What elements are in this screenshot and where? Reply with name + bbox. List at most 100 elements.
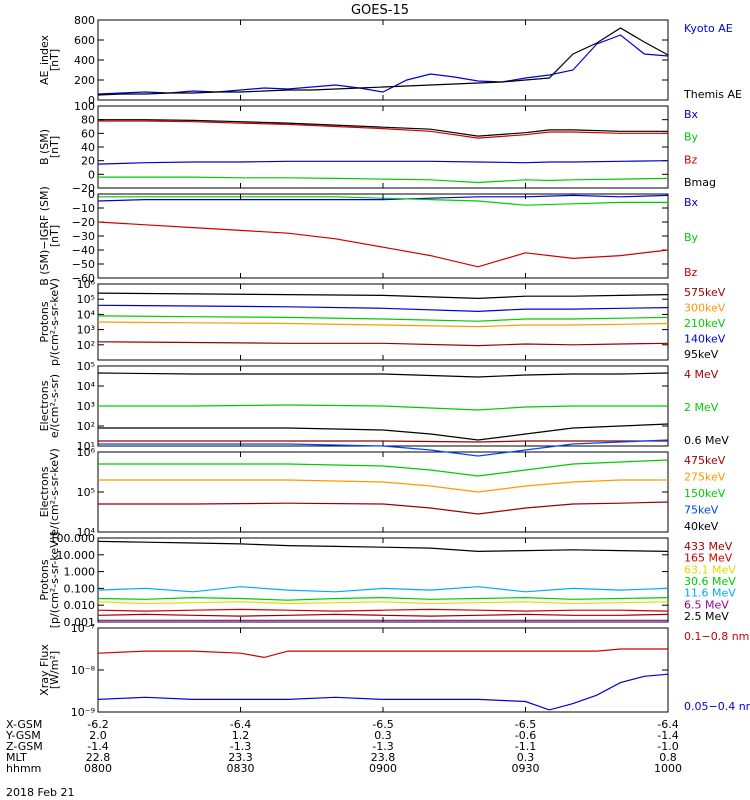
series-line [98,501,669,515]
y-axis-label: Protons [38,301,51,342]
y-tick-label: 1.000 [64,566,96,579]
footer-date: 2018 Feb 21 [6,786,74,799]
y-tick-label: 10.000 [57,549,96,562]
legend-entry: 95keV [684,348,719,361]
legend-entry: 0.6 MeV [684,434,729,447]
series-line [97,194,669,202]
ephemeris-value: -0.6 [515,729,536,742]
series-line [97,372,669,378]
footer-ephemeris: X-GSM -6.2 -6.4 -6.5 -6.5 -6.4Y-GSM 2.0 1.2 0.3-… [5,718,682,775]
y-tick-label: 10² [77,420,95,433]
y-axis-label: B (SM) [38,129,51,165]
y-axis-label: Protons [38,559,51,600]
ephemeris-value: 0900 [369,762,397,775]
legend-entry: 275keV [684,471,726,484]
y-axis-label: AE_index [38,34,51,85]
y-tick-label: 10⁵ [77,486,95,499]
series-line [98,119,668,137]
y-tick-label: 10⁵ [77,293,95,306]
y-tick-label: 10³ [77,400,95,413]
y-tick-label: 0.001 [64,616,96,629]
legend-entry: By [684,231,699,244]
legend-entry: 0.05−0.4 nm [684,700,750,713]
legend-entry: Bx [684,108,699,121]
legend-entry: 165 MeV [684,552,733,565]
panel-frame [97,537,669,623]
series-line [97,673,669,711]
legend-entry: 210keV [684,317,726,330]
y-tick-label: −60 [72,272,95,285]
series-line [97,27,669,96]
panel-1: 0 200 400 600 800 AE_index[nT] Kyoto AE Themis … [38,14,742,107]
legend-entry: 2 MeV [684,401,719,414]
legend-entry: 6.5 MeV [684,598,729,611]
y-tick-label: −20 [72,182,95,195]
series-line [97,586,669,593]
y-tick-label: 60 [81,127,95,140]
panel-8: 10⁻⁹ 10⁻⁸ 10⁻⁷ Xray Flux[W/m²] 0.1−0.8 nm 0.0… [38,622,750,719]
ephemeris-value: -1.1 [515,740,536,753]
panel-7: 0.001 0.010 0.100 1.000 10.000 100.000 Protons… [38,532,736,629]
legend-entry: 2.5 MeV [684,610,729,623]
legend-entry: 75keV [684,504,719,517]
y-tick-label: 10³ [77,324,95,337]
legend-entry: 63.1 MeV [684,563,736,576]
legend-entry: 475keV [684,454,726,467]
series-line [97,613,669,617]
ephemeris-row-label: Y-GSM [5,729,41,742]
ephemeris-value: 23.3 [228,751,253,764]
series-line [97,540,669,553]
ephemeris-value: -1.0 [657,740,678,753]
series-line [97,304,669,313]
legend-entry: 575keV [684,286,726,299]
y-tick-label: 80 [81,114,95,127]
legend-entry: 0.1−0.8 nm [684,630,749,643]
ephemeris-value: 0830 [227,762,255,775]
ephemeris-row-label: hhmm [6,762,41,775]
ephemeris-value: 0.3 [374,729,392,742]
legend-entry: By [684,131,699,144]
legend-entry: Bz [684,266,698,279]
ephemeris-value: 0930 [512,762,540,775]
y-axis-label: e/(cm²-s-sr) [48,374,61,438]
legend-entry: 150keV [684,487,726,500]
ephemeris-row-label: Z-GSM [6,740,43,753]
legend-entry: Bx [684,196,699,209]
y-tick-label: 0 [88,188,95,201]
ephemeris-value: 1.2 [232,729,250,742]
y-tick-label: 10⁴ [77,308,96,321]
series-line [98,120,668,139]
ephemeris-value: -1.3 [372,740,393,753]
ephemeris-value: 0.3 [517,751,535,764]
y-axis-label: Xray Flux [38,644,51,696]
y-tick-label: 100 [74,100,95,113]
y-tick-label: 10⁶ [77,278,96,291]
y-tick-label: 800 [74,14,95,27]
panel-frame [97,193,669,279]
y-axis-label: [nT] [48,136,61,158]
y-tick-label: 10⁴ [77,380,96,393]
legend-entry: 11.6 MeV [684,587,736,600]
series-line [98,479,668,493]
y-tick-label: 200 [74,74,95,87]
legend-entry: 433 MeV [684,540,733,553]
series-line [97,601,669,605]
y-tick-label: 10⁻⁸ [71,664,96,677]
ephemeris-value: -6.5 [515,718,536,731]
series-line [97,34,669,95]
series-line [98,423,669,441]
y-tick-label: 100.000 [50,532,96,545]
y-tick-label: 10⁶ [77,446,96,459]
y-tick-label: 10⁵ [77,360,95,373]
series-line [97,341,669,347]
y-axis-label: [nT] [48,225,61,247]
plot-title: GOES-15 [351,3,409,18]
y-axis-label: [W/m²] [48,651,61,689]
series-line [98,176,669,184]
series-line [97,221,669,268]
series-line [97,160,669,165]
series-line [97,648,668,659]
